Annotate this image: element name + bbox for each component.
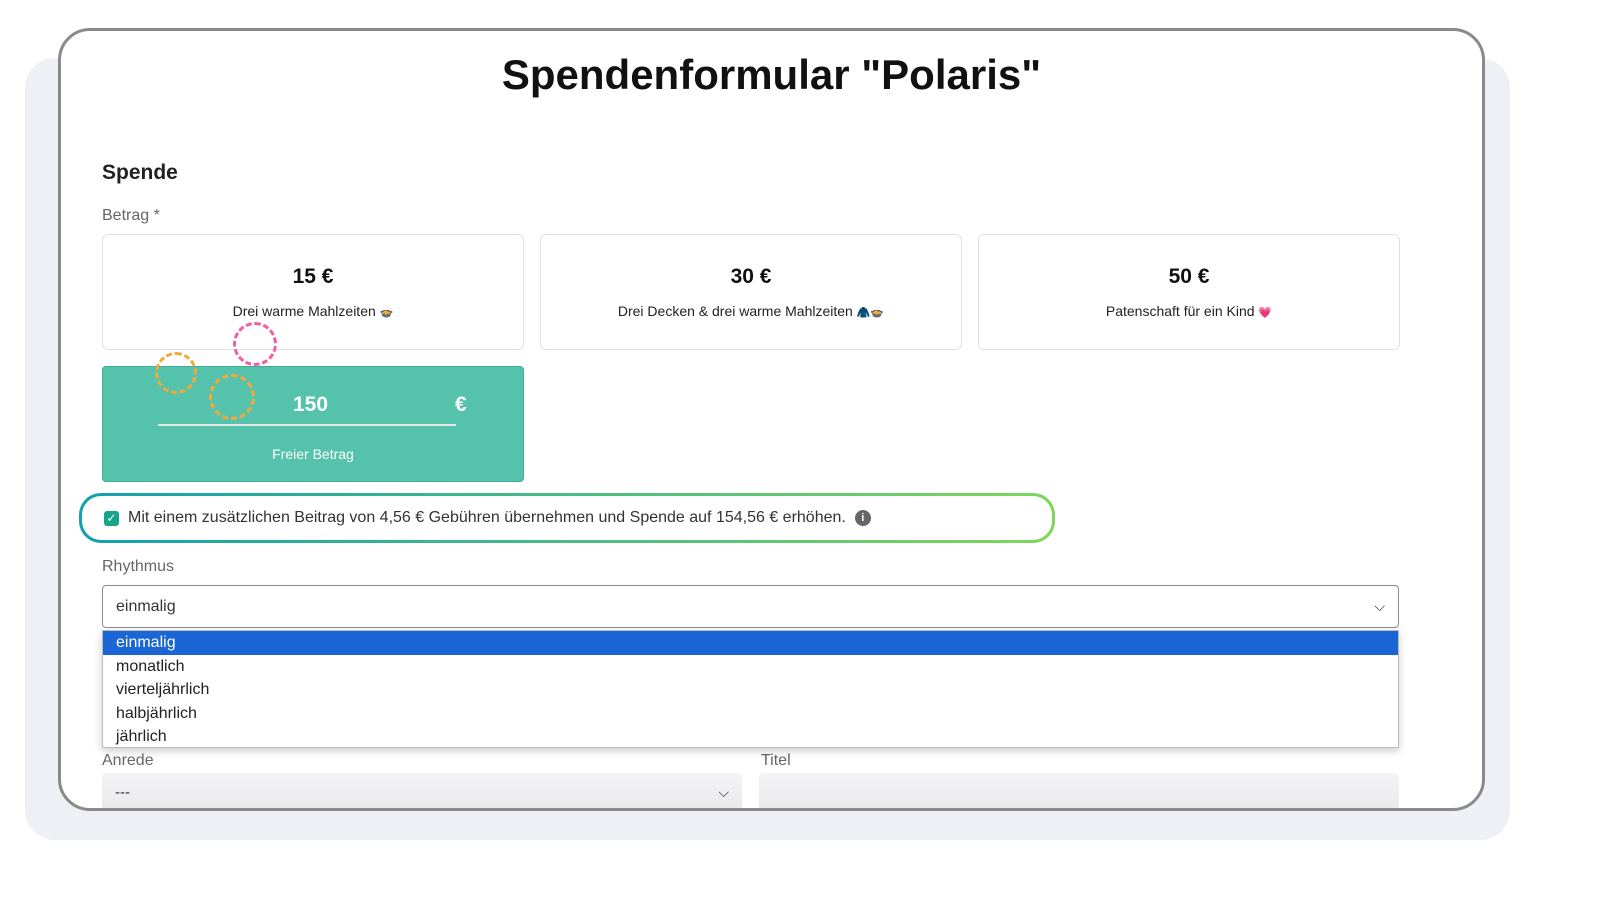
info-icon[interactable]: i (854, 510, 871, 526)
amount-option-50[interactable]: 50 € Patenschaft für ein Kind 💗 (978, 234, 1400, 350)
salutation-select[interactable]: --- ⌵ (102, 773, 742, 808)
amount-desc: Drei warme Mahlzeiten (232, 303, 376, 319)
confetti-icon (233, 322, 277, 366)
chevron-down-icon: ⌵ (718, 783, 729, 800)
free-amount-label: Freier Betrag (272, 446, 354, 462)
fee-text: Mit einem zusätzlichen Beitrag von 4,56 … (128, 509, 846, 526)
soup-icon: 🍲 (379, 307, 394, 319)
rhythm-label: Rhythmus (102, 558, 175, 575)
confetti-icon (209, 374, 255, 420)
chevron-down-icon: ⌵ (1374, 598, 1385, 614)
option-vierteljaehrlich[interactable]: vierteljährlich (116, 681, 210, 698)
rhythm-select[interactable]: einmalig ⌵ (102, 585, 1399, 628)
amount-value: 15 € (292, 265, 334, 288)
amount-value: 30 € (730, 265, 772, 288)
option-monatlich[interactable]: monatlich (116, 657, 185, 675)
confetti-icon (155, 352, 197, 394)
amount-option-15[interactable]: 15 € Drei warme Mahlzeiten 🍲 (102, 234, 524, 350)
fee-checkbox[interactable]: ✓ (104, 510, 119, 526)
title-label: Titel (761, 752, 791, 769)
input-underline (158, 424, 456, 426)
free-amount-input[interactable]: 150 (293, 393, 329, 416)
heart-icon: 💗 (1258, 307, 1273, 319)
salutation-label: Anrede (102, 752, 154, 769)
title-input[interactable] (759, 773, 1399, 808)
amount-desc: Drei Decken & drei warme Mahlzeiten (617, 303, 853, 319)
currency-symbol: € (455, 393, 467, 416)
amount-label: Betrag * (102, 207, 160, 224)
option-jaehrlich[interactable]: jährlich (116, 728, 167, 745)
option-halbjaehrlich[interactable]: halbjährlich (116, 704, 197, 722)
option-einmalig[interactable]: einmalig (103, 631, 1398, 655)
page-title: Spendenformular "Polaris" (501, 51, 1042, 98)
amount-value: 50 € (1168, 265, 1210, 288)
donation-form: Spendenformular "Polaris" Spende Betrag … (58, 28, 1485, 811)
fee-highlight: ✓ Mit einem zusätzlichen Beitrag von 4,5… (79, 493, 1055, 543)
amount-option-30[interactable]: 30 € Drei Decken & drei warme Mahlzeiten… (540, 234, 962, 350)
salutation-value: --- (115, 783, 130, 801)
coat-soup-icon: 🧥🍲 (856, 307, 885, 319)
rhythm-dropdown: einmalig monatlich vierteljährlich halbj… (102, 630, 1399, 748)
rhythm-value: einmalig (116, 597, 176, 615)
amount-desc: Patenschaft für ein Kind (1105, 303, 1255, 319)
section-heading: Spende (102, 161, 178, 184)
